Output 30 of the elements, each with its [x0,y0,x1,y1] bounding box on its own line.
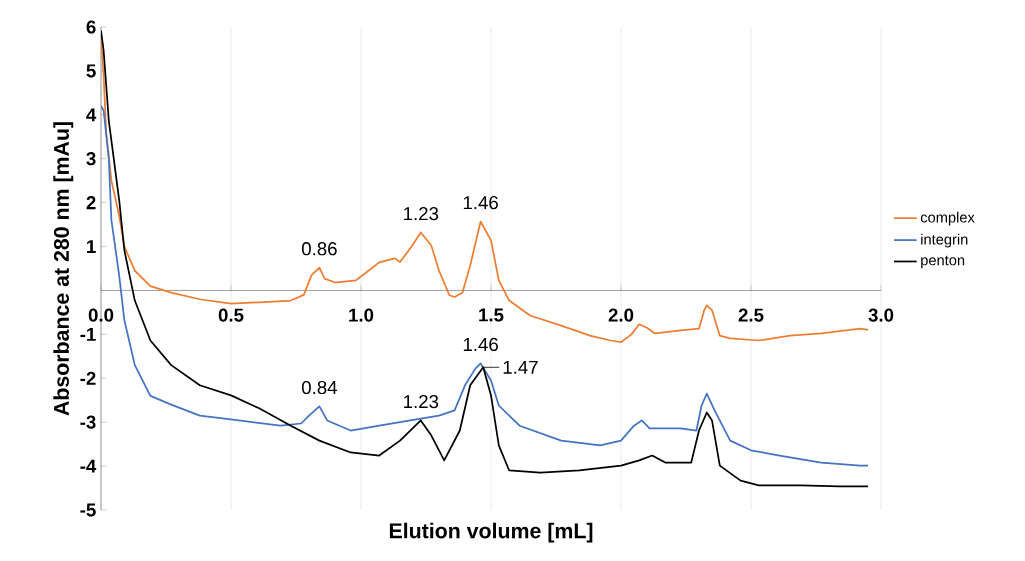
x-tick-label: 0.5 [218,308,244,322]
y-axis-title: Absorbance at 280 nm [mAu] [53,122,74,416]
y-tick-label: 1 [87,240,96,253]
annotation: 1.23 [404,394,439,409]
x-axis-title: Elution volume [mL] [389,522,593,543]
annotation: 0.84 [301,380,338,395]
y-tick-label: 5 [86,64,96,78]
y-tick-label: -4 [80,459,97,473]
x-tick-label: 0.0 [88,308,114,322]
annotation: 0.86 [301,242,337,256]
x-tick-label: 2.0 [608,308,634,322]
y-tick-label: -1 [80,327,96,341]
legend-label: penton [921,255,965,269]
x-tick-label: 3.0 [868,308,894,322]
annotation: 1.46 [463,196,498,210]
y-tick-label: 3 [86,152,96,166]
y-tick-label: 4 [86,108,97,122]
x-tick-label: 1.0 [349,308,374,322]
x-tick-label: 1.5 [479,308,504,322]
x-tick-label: 2.5 [738,308,764,322]
y-tick-label: 6 [86,20,96,34]
legend-label: complex [920,211,975,226]
annotation: 1.47 [503,360,538,374]
annotation: 1.23 [404,207,439,221]
y-tick-label: -2 [80,371,96,385]
y-tick-label: -5 [80,503,96,517]
y-tick-label: -3 [80,415,96,429]
annotation: 1.46 [463,337,498,352]
legend-label: integrin [921,233,968,248]
y-tick-label: 2 [86,196,96,210]
